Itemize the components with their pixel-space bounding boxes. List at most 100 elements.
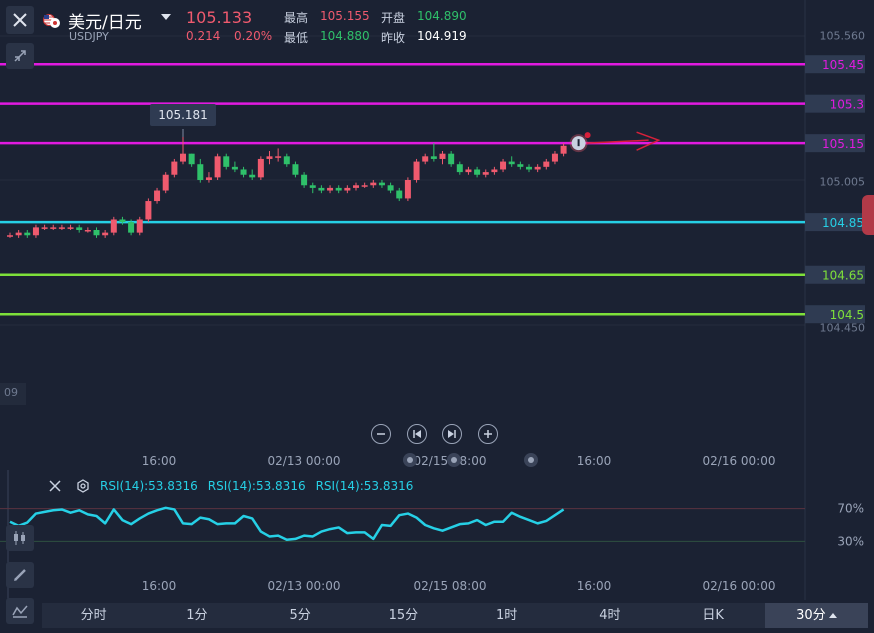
last-price-dot xyxy=(584,132,591,139)
level-label: 105.15 xyxy=(822,137,864,151)
candle-body xyxy=(266,156,273,159)
high-label: 最高 xyxy=(284,11,309,25)
tab-4hour[interactable]: 4时 xyxy=(599,608,621,623)
close-button[interactable] xyxy=(6,6,34,34)
rsi-legend: RSI(14):53.8316 RSI(14):53.8316 RSI(14):… xyxy=(48,477,423,495)
next-button[interactable] xyxy=(442,424,462,444)
candle-body xyxy=(231,166,238,170)
tab-30min[interactable]: 30分 xyxy=(764,603,868,628)
close-indicator-icon[interactable] xyxy=(48,479,62,493)
tab-1hour[interactable]: 1时 xyxy=(495,608,518,623)
tab-1min[interactable]: 1分 xyxy=(186,608,208,623)
rsi-legend-1: RSI(14):53.8316 xyxy=(100,479,198,493)
skip-forward-icon xyxy=(448,430,456,438)
draw-tool-button[interactable] xyxy=(6,562,34,588)
trend-arrow-line xyxy=(586,139,649,144)
rsi-time-axis-tick-label: 16:00 xyxy=(142,579,177,593)
time-axis-tick-label: 02/16 00:00 xyxy=(703,454,776,468)
rsi-axis-tick-label: 70% xyxy=(837,502,864,516)
candle-body xyxy=(309,185,316,188)
candle-body xyxy=(508,161,515,165)
skip-back-icon xyxy=(413,430,421,438)
trend-arrow-head xyxy=(636,131,661,151)
rsi-line xyxy=(9,506,565,541)
candle-body xyxy=(171,161,178,175)
candle-body xyxy=(249,174,256,178)
candle-body xyxy=(534,166,541,170)
candle-body xyxy=(482,172,489,175)
candle-body xyxy=(50,227,57,229)
candle-body xyxy=(275,156,282,158)
tab-timeshare[interactable]: 分时 xyxy=(80,608,107,623)
prev-close-value: 104.919 xyxy=(417,29,467,43)
high-value: 105.155 xyxy=(320,9,370,23)
tab-daily[interactable]: 日K xyxy=(702,608,724,623)
candle-body xyxy=(353,185,359,188)
settings-icon[interactable] xyxy=(76,479,90,493)
side-panel-tab[interactable] xyxy=(862,195,874,235)
candle-body xyxy=(396,190,403,199)
level-label: 105.45 xyxy=(822,58,864,72)
candle-body xyxy=(526,166,532,170)
collapse-button[interactable] xyxy=(6,43,34,69)
rsi-legend-3: RSI(14):53.8316 xyxy=(315,479,414,493)
candle-body xyxy=(335,187,342,191)
candle-body xyxy=(128,222,135,233)
candle-body xyxy=(551,153,558,162)
prev-close-label: 昨收 xyxy=(381,31,406,45)
candle-body xyxy=(283,156,290,165)
level-label-bg xyxy=(805,265,865,284)
candle-body xyxy=(517,164,524,167)
pair-name[interactable]: 美元/日元 xyxy=(68,13,142,33)
candle-body xyxy=(154,190,161,202)
price-axis-tick-label: 105.560 xyxy=(820,29,866,42)
candle-body xyxy=(456,164,463,173)
candle-body xyxy=(214,156,221,178)
candle-body xyxy=(387,185,394,191)
candle-body xyxy=(188,153,195,165)
collapse-icon xyxy=(14,50,26,62)
rsi-legend-2: RSI(14):53.8316 xyxy=(207,479,306,493)
indicator-button[interactable] xyxy=(6,598,34,624)
level-label: 105.3 xyxy=(830,98,864,112)
candle-body xyxy=(110,219,117,233)
candle-body xyxy=(404,180,411,199)
time-axis-tick-label: 16:00 xyxy=(142,454,177,468)
flag-icon xyxy=(43,14,60,28)
candle-body xyxy=(7,235,13,237)
candle-body xyxy=(422,156,429,162)
candle-body xyxy=(465,169,472,173)
candle-body xyxy=(344,187,351,191)
zoom-out-button[interactable] xyxy=(371,424,391,444)
candle-type-button[interactable] xyxy=(6,525,34,551)
prev-button[interactable] xyxy=(407,424,427,444)
candle-body xyxy=(430,156,437,159)
level-label-bg xyxy=(805,55,865,74)
candle-body xyxy=(58,227,65,229)
candle-body xyxy=(84,230,91,232)
price-change: 0.214 xyxy=(186,29,221,43)
candle-body xyxy=(327,187,334,191)
level-label-bg xyxy=(805,213,865,232)
candle-body xyxy=(560,145,567,154)
scroll-handle-dot xyxy=(407,457,413,463)
candle-body xyxy=(448,153,455,165)
high-annotation-box xyxy=(150,104,216,126)
candle-body xyxy=(93,230,100,236)
price-axis-tick-label: 104.450 xyxy=(820,321,866,334)
plus-icon xyxy=(484,430,492,438)
candle-body xyxy=(301,174,308,186)
chevron-down-icon[interactable] xyxy=(161,14,171,20)
candle-body xyxy=(378,182,385,186)
open-label: 开盘 xyxy=(381,11,406,25)
zoom-in-button[interactable] xyxy=(478,424,498,444)
partial-label: 09 xyxy=(0,383,26,405)
candle-body xyxy=(15,232,22,236)
candle-body xyxy=(413,161,420,180)
candle-body xyxy=(292,164,299,175)
tab-5min[interactable]: 5分 xyxy=(289,608,311,623)
chevron-up-icon xyxy=(828,613,837,618)
tab-15min[interactable]: 15分 xyxy=(388,608,419,623)
candle-body xyxy=(76,227,83,230)
